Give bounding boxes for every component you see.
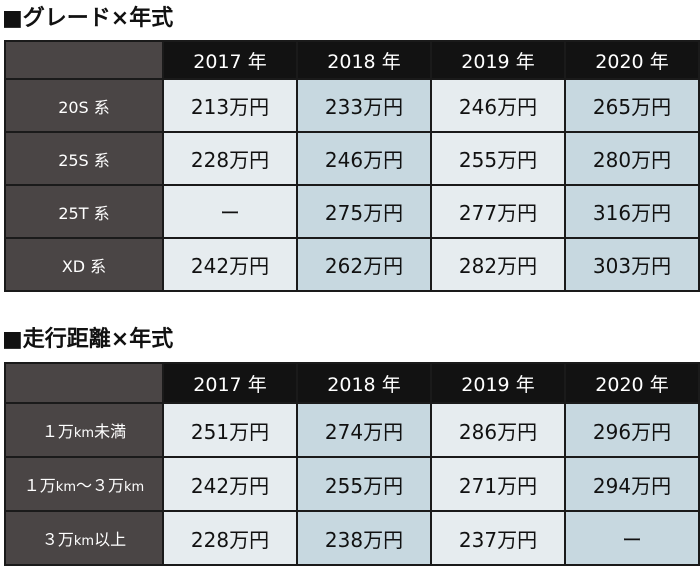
grade-year-table: 2017 年 2018 年 2019 年 2020 年 20S 系 213万円 … [4,40,700,292]
price-cell: 280万円 [564,131,700,186]
row-label: 25T 系 [4,184,164,239]
table-row: １万km未満 251万円 274万円 286万円 296万円 [4,402,700,458]
column-header-2020: 2020 年 [564,362,700,404]
price-cell: 246万円 [296,131,432,186]
table-header-row: 2017 年 2018 年 2019 年 2020 年 [4,40,700,80]
price-cell: 274万円 [296,402,432,458]
price-cell: 282万円 [430,237,566,292]
price-cell: 255万円 [430,131,566,186]
price-cell: 316万円 [564,184,700,239]
price-cell: ー [162,184,298,239]
corner-cell [4,362,164,404]
price-cell: 237万円 [430,510,566,566]
price-cell: 286万円 [430,402,566,458]
column-header-2018: 2018 年 [296,362,432,404]
table-row: ３万km以上 228万円 238万円 237万円 ー [4,510,700,566]
price-cell: 213万円 [162,78,298,133]
row-label: ３万km以上 [4,510,164,566]
price-cell: ー [564,510,700,566]
price-cell: 233万円 [296,78,432,133]
price-cell: 255万円 [296,456,432,512]
table-row: 25S 系 228万円 246万円 255万円 280万円 [4,131,700,186]
column-header-2017: 2017 年 [162,362,298,404]
price-cell: 238万円 [296,510,432,566]
price-cell: 275万円 [296,184,432,239]
price-cell: 265万円 [564,78,700,133]
price-cell: 262万円 [296,237,432,292]
price-cell: 277万円 [430,184,566,239]
price-cell: 242万円 [162,456,298,512]
price-cell: 246万円 [430,78,566,133]
row-label: XD 系 [4,237,164,292]
price-cell: 228万円 [162,510,298,566]
column-header-2019: 2019 年 [430,40,566,80]
table-row: XD 系 242万円 262万円 282万円 303万円 [4,237,700,292]
corner-cell [4,40,164,80]
price-cell: 251万円 [162,402,298,458]
mileage-year-title: ■走行距離×年式 [2,327,174,352]
price-cell: 271万円 [430,456,566,512]
table-row: 25T 系 ー 275万円 277万円 316万円 [4,184,700,239]
price-cell: 303万円 [564,237,700,292]
row-label: １万km〜３万km [4,456,164,512]
table-row: 20S 系 213万円 233万円 246万円 265万円 [4,78,700,133]
price-cell: 294万円 [564,456,700,512]
price-cell: 242万円 [162,237,298,292]
row-label: 25S 系 [4,131,164,186]
column-header-2020: 2020 年 [564,40,700,80]
column-header-2019: 2019 年 [430,362,566,404]
table-row: １万km〜３万km 242万円 255万円 271万円 294万円 [4,456,700,512]
column-header-2018: 2018 年 [296,40,432,80]
column-header-2017: 2017 年 [162,40,298,80]
table-header-row: 2017 年 2018 年 2019 年 2020 年 [4,362,700,404]
row-label: 20S 系 [4,78,164,133]
row-label: １万km未満 [4,402,164,458]
grade-year-title: ■グレード×年式 [2,6,174,31]
price-cell: 228万円 [162,131,298,186]
mileage-year-table: 2017 年 2018 年 2019 年 2020 年 １万km未満 251万円… [4,362,700,566]
price-cell: 296万円 [564,402,700,458]
